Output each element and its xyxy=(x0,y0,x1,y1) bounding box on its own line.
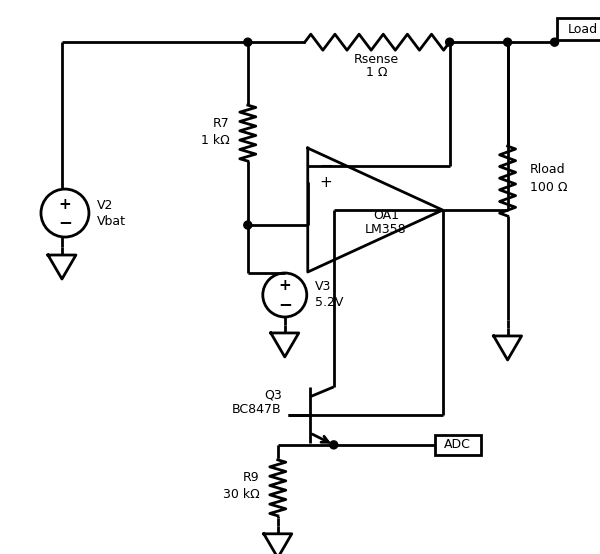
Text: −: − xyxy=(319,157,332,175)
FancyBboxPatch shape xyxy=(434,435,481,455)
Text: +: + xyxy=(278,279,291,294)
Text: R7: R7 xyxy=(213,117,230,130)
Text: Load: Load xyxy=(568,23,598,35)
Text: 100 Ω: 100 Ω xyxy=(530,181,567,193)
FancyBboxPatch shape xyxy=(557,18,600,40)
Text: +: + xyxy=(319,175,332,189)
Text: Q3: Q3 xyxy=(264,388,282,402)
Text: 30 kΩ: 30 kΩ xyxy=(223,488,260,501)
Circle shape xyxy=(330,441,338,449)
Text: Rload: Rload xyxy=(530,162,565,176)
Text: ADC: ADC xyxy=(444,438,471,452)
Text: V3: V3 xyxy=(315,280,331,294)
Text: 1 kΩ: 1 kΩ xyxy=(201,134,230,147)
Circle shape xyxy=(244,38,252,46)
Text: LM358: LM358 xyxy=(365,223,407,235)
Text: Rsense: Rsense xyxy=(354,53,399,66)
Text: −: − xyxy=(278,295,292,313)
Text: −: − xyxy=(58,213,72,231)
Circle shape xyxy=(244,221,252,229)
Text: 5.2V: 5.2V xyxy=(315,296,343,310)
Circle shape xyxy=(551,38,559,46)
Text: R9: R9 xyxy=(243,471,260,484)
Text: +: + xyxy=(59,197,71,212)
Text: Vbat: Vbat xyxy=(97,214,126,228)
Text: V2: V2 xyxy=(97,198,113,212)
Text: 1 Ω: 1 Ω xyxy=(366,66,388,79)
Circle shape xyxy=(446,38,454,46)
Text: OA1: OA1 xyxy=(373,208,399,222)
Text: BC847B: BC847B xyxy=(232,403,282,417)
Circle shape xyxy=(503,38,512,46)
